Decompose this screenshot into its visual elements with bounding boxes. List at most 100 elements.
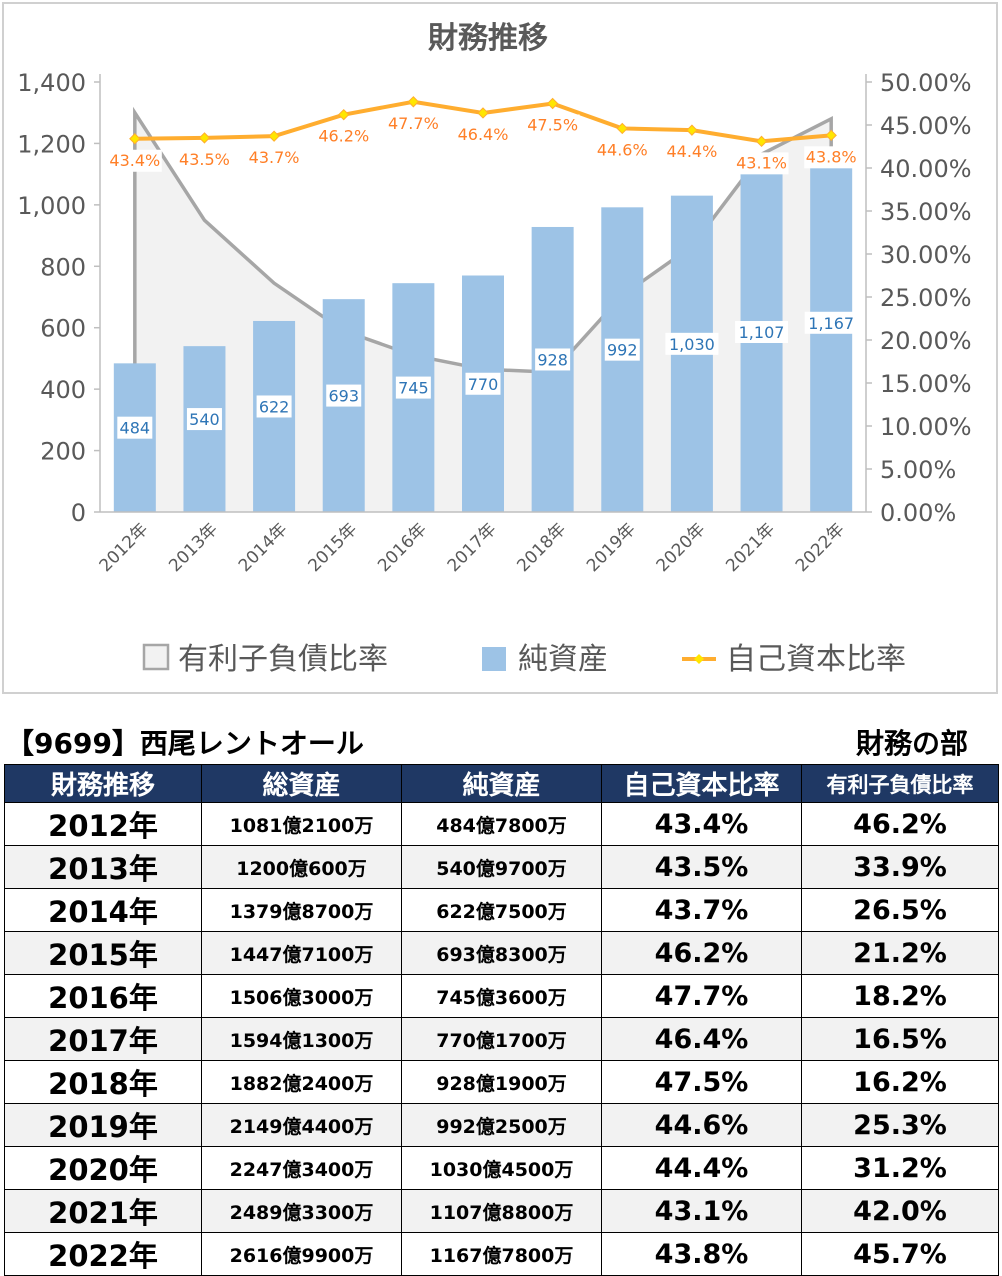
row-debt-ratio: 26.5% bbox=[801, 888, 999, 932]
x-tick-label: 2018年 bbox=[513, 519, 570, 576]
y-right-tick-label: 30.00% bbox=[880, 241, 972, 269]
row-year: 2013年 bbox=[4, 845, 202, 889]
row-debt-ratio: 45.7% bbox=[801, 1232, 999, 1276]
row-year: 2015年 bbox=[4, 931, 202, 975]
header-net-assets: 純資産 bbox=[401, 764, 602, 803]
y-right-tick-label: 50.00% bbox=[880, 69, 972, 97]
line-label-bg bbox=[734, 152, 789, 175]
x-tick-label: 2019年 bbox=[583, 519, 640, 576]
row-total-assets: 2149億4400万 bbox=[201, 1103, 402, 1147]
table-row: 2019年 2149億4400万 992億2500万 44.6% 25.3% bbox=[4, 1103, 999, 1147]
row-net-assets: 1030億4500万 bbox=[401, 1146, 602, 1190]
bar-data-label: 622 bbox=[259, 397, 290, 416]
bar-label-bg bbox=[665, 332, 719, 355]
table-row: 2018年 1882億2400万 928億1900万 47.5% 16.2% bbox=[4, 1060, 999, 1104]
line-data-label: 47.5% bbox=[527, 116, 578, 135]
row-equity-ratio: 44.4% bbox=[601, 1146, 802, 1190]
bar-data-label: 1,167 bbox=[808, 314, 854, 333]
row-year: 2020年 bbox=[4, 1146, 202, 1190]
y-left-tick-label: 600 bbox=[40, 315, 86, 343]
line-point-marker bbox=[616, 122, 628, 135]
row-year: 2022年 bbox=[4, 1232, 202, 1276]
y-right-tick-label: 15.00% bbox=[880, 370, 972, 398]
x-tick-label: 2013年 bbox=[165, 519, 222, 576]
table-row: 2012年 1081億2100万 484億7800万 43.4% 46.2% bbox=[4, 802, 999, 846]
bar-label-bg bbox=[804, 311, 858, 334]
y-right-tick-label: 10.00% bbox=[880, 413, 972, 441]
row-net-assets: 992億2500万 bbox=[401, 1103, 602, 1147]
y-right-tick-label: 20.00% bbox=[880, 327, 972, 355]
y-left-tick-label: 1,000 bbox=[17, 192, 86, 220]
legend-swatch-debt-ratio bbox=[142, 643, 170, 671]
bar-data-label: 540 bbox=[189, 410, 220, 429]
row-total-assets: 2616億9900万 bbox=[201, 1232, 402, 1276]
row-net-assets: 1107億8800万 bbox=[401, 1189, 602, 1233]
y-left-tick-label: 400 bbox=[40, 376, 86, 404]
row-equity-ratio: 47.5% bbox=[601, 1060, 802, 1104]
chart-panel: 財務推移 484 540 622 693 745 770 928 992 1,030 1,107 1,… bbox=[2, 2, 998, 694]
x-tick-label: 2017年 bbox=[444, 519, 501, 576]
x-tick-label: 2022年 bbox=[792, 519, 849, 576]
bar-label-bg bbox=[395, 376, 431, 399]
row-year: 2019年 bbox=[4, 1103, 202, 1147]
row-year: 2017年 bbox=[4, 1017, 202, 1061]
bar-label-bg bbox=[117, 416, 153, 439]
row-net-assets: 540億9700万 bbox=[401, 845, 602, 889]
row-debt-ratio: 18.2% bbox=[801, 974, 999, 1018]
row-equity-ratio: 43.5% bbox=[601, 845, 802, 889]
financial-table: 財務推移 総資産 純資産 自己資本比率 有利子負債比率 2012年 1081億21… bbox=[4, 764, 999, 1276]
line-data-label: 46.2% bbox=[318, 127, 369, 146]
bar-data-label: 693 bbox=[328, 387, 359, 406]
line-label-bg bbox=[456, 123, 510, 146]
row-total-assets: 1594億1300万 bbox=[201, 1017, 402, 1061]
bar-data-label: 928 bbox=[537, 350, 568, 369]
bar-data-label: 992 bbox=[607, 341, 638, 360]
area-fill-debt-ratio bbox=[134, 112, 832, 512]
row-total-assets: 1379億8700万 bbox=[201, 888, 402, 932]
row-debt-ratio: 46.2% bbox=[801, 802, 999, 846]
x-tick-label: 2020年 bbox=[653, 519, 710, 576]
bar-data-label: 745 bbox=[398, 379, 429, 398]
row-total-assets: 1200億600万 bbox=[201, 845, 402, 889]
legend-label-equity-ratio: 自己資本比率 bbox=[726, 642, 906, 677]
x-tick-label: 2016年 bbox=[374, 519, 431, 576]
header-debt-ratio: 有利子負債比率 bbox=[801, 764, 999, 803]
row-equity-ratio: 46.2% bbox=[601, 931, 802, 975]
line-data-label: 43.7% bbox=[249, 148, 300, 167]
row-net-assets: 484億7800万 bbox=[401, 802, 602, 846]
header-period: 財務推移 bbox=[4, 764, 202, 803]
line-point-marker bbox=[338, 108, 350, 121]
bar-label-bg bbox=[186, 408, 222, 431]
line-label-bg bbox=[804, 146, 859, 169]
table-row: 2017年 1594億1300万 770億1700万 46.4% 16.5% bbox=[4, 1017, 999, 1061]
header-total-assets: 総資産 bbox=[201, 764, 402, 803]
row-debt-ratio: 25.3% bbox=[801, 1103, 999, 1147]
row-total-assets: 1447億7100万 bbox=[201, 931, 402, 975]
line-data-label: 43.1% bbox=[736, 153, 787, 172]
line-data-label: 43.5% bbox=[179, 150, 230, 169]
y-right-tick-label: 40.00% bbox=[880, 155, 972, 183]
table-row: 2021年 2489億3300万 1107億8800万 43.1% 42.0% bbox=[4, 1189, 999, 1233]
row-net-assets: 622億7500万 bbox=[401, 888, 602, 932]
x-tick-label: 2021年 bbox=[722, 519, 779, 576]
line-label-bg bbox=[386, 112, 441, 135]
x-tick-label: 2014年 bbox=[235, 519, 292, 576]
row-debt-ratio: 16.2% bbox=[801, 1060, 999, 1104]
row-year: 2021年 bbox=[4, 1189, 202, 1233]
bar-data-label: 770 bbox=[468, 375, 499, 394]
section-title: 【9699】西尾レントオール bbox=[6, 727, 364, 760]
row-net-assets: 1167億7800万 bbox=[401, 1232, 602, 1276]
table-row: 2013年 1200億600万 540億9700万 43.5% 33.9% bbox=[4, 845, 999, 889]
y-right-tick-label: 45.00% bbox=[880, 112, 972, 140]
line-data-label: 44.4% bbox=[666, 142, 717, 161]
table-header-row: 財務推移 総資産 純資産 自己資本比率 有利子負債比率 bbox=[4, 764, 999, 803]
x-tick-label: 2012年 bbox=[96, 519, 153, 576]
row-equity-ratio: 43.7% bbox=[601, 888, 802, 932]
row-total-assets: 2247億3400万 bbox=[201, 1146, 402, 1190]
y-left-tick-label: 1,400 bbox=[17, 69, 86, 97]
line-label-bg bbox=[247, 147, 302, 170]
row-debt-ratio: 42.0% bbox=[801, 1189, 999, 1233]
legend-label-net-assets: 純資産 bbox=[518, 642, 608, 677]
row-debt-ratio: 31.2% bbox=[801, 1146, 999, 1190]
y-left-tick-label: 200 bbox=[40, 438, 86, 466]
